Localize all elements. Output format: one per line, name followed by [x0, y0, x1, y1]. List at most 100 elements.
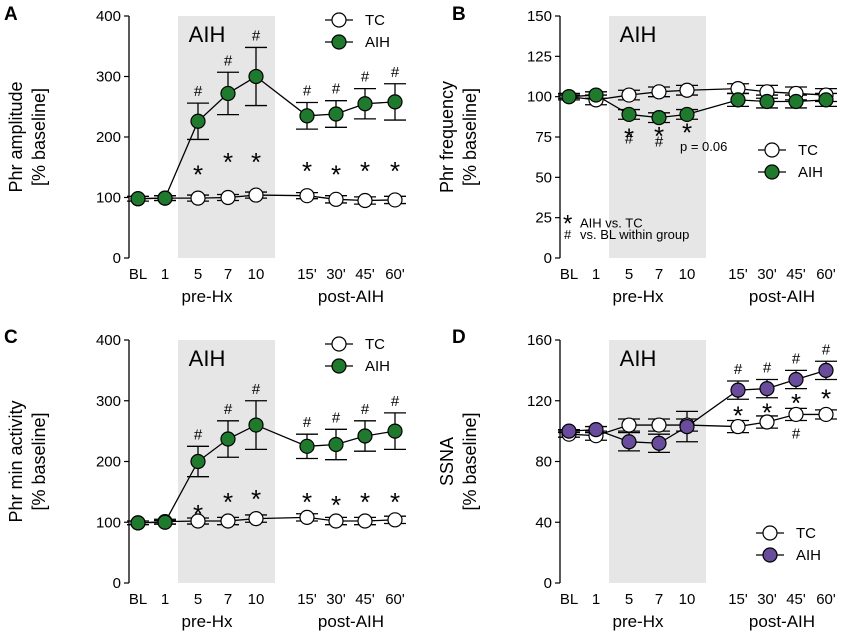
star-mark: *: [654, 121, 664, 151]
hash-mark: #: [391, 393, 400, 410]
data-point-aih: [248, 417, 264, 433]
data-point-aih: [387, 423, 403, 439]
x-tick-label: BL: [560, 266, 578, 283]
legend-label: AIH: [798, 164, 823, 181]
y-tick-label: 160: [527, 332, 552, 349]
data-point-tc: [328, 513, 344, 529]
data-point-tc: [299, 188, 315, 204]
star-mark: *: [762, 397, 772, 427]
data-point-aih: [651, 435, 667, 451]
star-mark: *: [193, 499, 203, 529]
x-tick-label: 45': [355, 266, 375, 283]
data-point-aih: [651, 110, 667, 126]
data-point-aih: [248, 68, 264, 85]
y-tick-label: 0: [544, 250, 552, 267]
data-point-aih: [621, 106, 637, 123]
star-mark: *: [733, 400, 743, 430]
data-point-aih: [130, 515, 146, 531]
panel-letter: D: [452, 327, 466, 348]
panel-d: AIH D 0 40 80 120 160 SSNA [% baseline] BL 1 5 7 10 15…: [437, 327, 837, 631]
aih-band-label: AIH: [189, 22, 226, 47]
p-value-annotation: p = 0.06: [680, 139, 727, 154]
hash-mark-tc: #: [792, 425, 801, 442]
key-hash-symbol: #: [564, 227, 572, 242]
star-mark: *: [360, 156, 370, 186]
y-tick-label: 300: [96, 393, 121, 410]
data-point-tc: [651, 417, 667, 433]
x-tick-label: 30': [757, 266, 777, 283]
panel-letter: C: [4, 327, 18, 348]
legend: TC AIH: [325, 336, 390, 375]
y-tick-label: 100: [527, 89, 552, 106]
legend: TC AIH: [756, 525, 821, 564]
legend-label: AIH: [365, 34, 390, 51]
legend-marker: [762, 525, 778, 541]
data-point-tc: [730, 418, 746, 435]
y-tick-label: 150: [527, 8, 552, 25]
legend-label: AIH: [365, 358, 390, 375]
y-axis-label-2: [% baseline]: [29, 412, 49, 510]
x-tick-label: 15': [297, 591, 317, 608]
data-point-tc: [679, 82, 695, 98]
data-point-tc: [220, 189, 236, 206]
data-point-aih: [561, 423, 577, 439]
x-tick-label: 10: [248, 266, 265, 283]
x-tick-label: 1: [592, 591, 600, 608]
star-mark: *: [302, 487, 312, 517]
x-tick-label: BL: [129, 591, 147, 608]
x-tick-label: 15': [297, 266, 317, 283]
y-axis-label: Phr min activity: [6, 400, 26, 522]
y-axis-label: Phr amplitude: [6, 81, 26, 192]
hash-mark: #: [625, 130, 634, 147]
legend-marker: [764, 142, 780, 158]
panel-a: AIH A 0 100 200 300 400 Phr amplitude [% baselin…: [4, 4, 406, 306]
x-tick-label: 7: [655, 266, 663, 283]
y-tick-label: 200: [96, 129, 121, 146]
star-mark: *: [791, 388, 801, 418]
data-point-aih: [157, 190, 173, 206]
data-point-tc: [248, 187, 264, 203]
legend-marker: [331, 358, 347, 374]
data-point-aih: [588, 422, 604, 438]
x-tick-label: 30': [326, 591, 346, 608]
legend-label: TC: [798, 142, 818, 159]
legend-marker: [331, 34, 347, 50]
x-tick-label: 15': [728, 591, 748, 608]
y-tick-label: 400: [96, 8, 121, 25]
data-point-aih: [157, 514, 173, 530]
y-tick-label: 80: [535, 454, 552, 471]
x-tick-label: 15': [728, 266, 748, 283]
hash-mark: #: [361, 69, 370, 86]
hash-mark: #: [361, 401, 370, 418]
hash-mark: #: [332, 81, 341, 98]
x-group-label-post: post-AIH: [318, 612, 384, 631]
x-tick-label: 10: [679, 266, 696, 283]
star-mark: *: [223, 487, 233, 517]
data-point-aih: [387, 94, 403, 110]
key-line-hash: vs. BL within group: [580, 227, 689, 242]
panel-letter: B: [452, 4, 466, 25]
data-point-tc: [299, 509, 315, 525]
data-point-tc: [357, 513, 373, 529]
legend: TC AIH: [758, 142, 823, 181]
x-tick-label: 7: [224, 591, 232, 608]
x-tick-label: 30': [757, 591, 777, 608]
legend-marker: [762, 547, 778, 563]
legend-label: AIH: [796, 547, 821, 564]
data-point-aih: [190, 113, 206, 129]
data-point-aih: [621, 434, 637, 450]
hash-mark: #: [224, 52, 233, 69]
x-tick-label: 5: [625, 591, 633, 608]
data-point-aih: [220, 85, 236, 102]
y-tick-label: 100: [96, 514, 121, 531]
data-point-tc: [621, 417, 637, 433]
x-tick-label: 60': [816, 266, 836, 283]
hash-mark: #: [252, 381, 261, 398]
data-point-tc: [190, 513, 206, 529]
star-mark: *: [390, 156, 400, 186]
y-tick-label: 0: [113, 250, 121, 267]
aih-band-label: AIH: [620, 346, 657, 371]
y-axis-label: Phr frequency: [437, 81, 457, 193]
x-tick-label: 60': [385, 591, 405, 608]
data-point-tc: [788, 406, 804, 423]
